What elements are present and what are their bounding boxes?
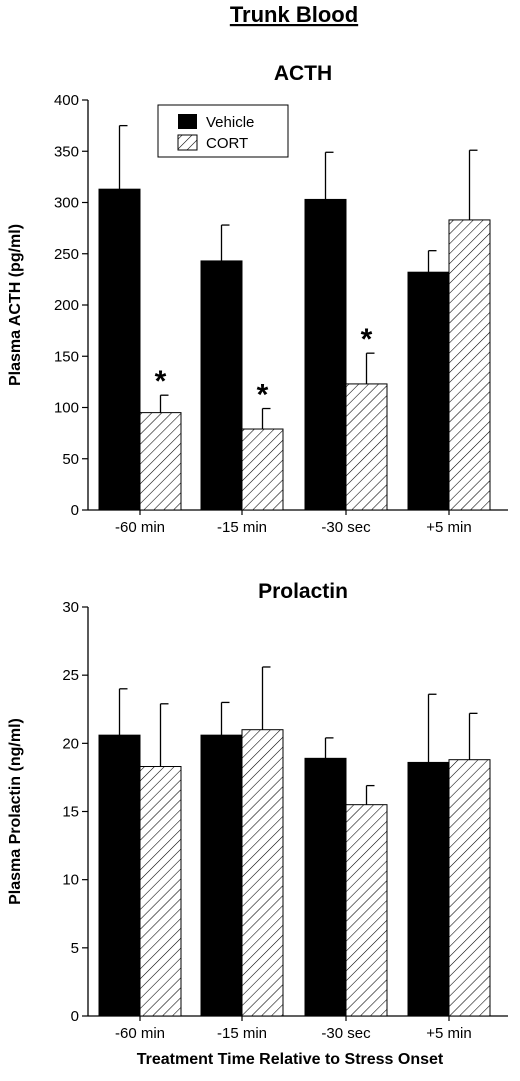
acth-bar-cort [345,383,388,511]
prolactin-title: Prolactin [258,580,348,603]
prolactin-bar-cort [448,759,491,1017]
prolactin-y-tick-label: 10 [62,872,79,889]
prolactin-y-tick-label: 30 [62,599,79,616]
acth-bar-cort [241,428,284,511]
prolactin-bar-vehicle [200,734,243,1017]
prolactin-y-tick-label: 20 [62,735,79,752]
prolactin-bar-vehicle [407,761,450,1017]
prolactin-y-tick-label: 15 [62,804,79,821]
legend: Vehicle CORT [157,104,289,158]
acth-y-tick-label: 0 [71,502,79,519]
acth-y-tick-label: 300 [54,195,79,212]
prolactin-x-tick-label: +5 min [426,1025,471,1042]
legend-swatch-cort [177,134,198,151]
acth-significance-marker: * [257,379,269,412]
prolactin-x-tick-label: -60 min [115,1025,165,1042]
acth-significance-marker: * [155,365,167,398]
prolactin-bar-cort [345,804,388,1017]
prolactin-bar-vehicle [98,734,141,1017]
acth-y-tick-label: 400 [54,92,79,109]
acth-y-tick-label: 50 [62,451,79,468]
prolactin-bar-vehicle [304,757,347,1017]
acth-significance-marker: * [361,323,373,356]
x-axis-title: Treatment Time Relative to Stress Onset [137,1051,444,1068]
acth-title: ACTH [274,62,332,85]
acth-bar-vehicle [200,260,243,511]
prolactin-y-tick-label: 0 [71,1008,79,1025]
acth-y-tick-label: 350 [54,143,79,160]
acth-bar-vehicle [407,271,450,511]
legend-label-vehicle: Vehicle [206,114,254,131]
prolactin-bar-cort [139,766,182,1017]
acth-x-tick-label: -60 min [115,519,165,536]
acth-x-tick-label: -30 sec [321,519,371,536]
prolactin-x-tick-label: -30 sec [321,1025,371,1042]
acth-y-axis-title: Plasma ACTH (pg/ml) [7,224,24,386]
legend-swatch-vehicle [178,114,197,129]
prolactin-bar-cort [241,729,284,1017]
acth-bar-vehicle [98,188,141,511]
acth-y-tick-label: 200 [54,297,79,314]
prolactin-y-tick-label: 25 [62,667,79,684]
prolactin-panel: Prolactin Plasma Prolactin (ng/ml) 0 5 10 15 2… [7,580,508,1042]
legend-label-cort: CORT [206,135,248,152]
acth-bar-cort [139,412,182,511]
acth-x-tick-label: +5 min [426,519,471,536]
acth-y-tick-label: 250 [54,246,79,263]
acth-panel: ACTH Plasma ACTH (pg/ml) 0 50 100 150 200 250 30… [7,62,508,536]
acth-y-tick-label: 150 [54,348,79,365]
prolactin-y-tick-label: 5 [71,940,79,957]
acth-bar-cort [448,219,491,511]
prolactin-x-tick-label: -15 min [217,1025,267,1042]
acth-y-tick-label: 100 [54,400,79,417]
acth-bar-vehicle [304,198,347,511]
prolactin-y-axis-title: Plasma Prolactin (ng/ml) [7,718,24,905]
figure-title: Trunk Blood [230,2,358,27]
acth-x-tick-label: -15 min [217,519,267,536]
